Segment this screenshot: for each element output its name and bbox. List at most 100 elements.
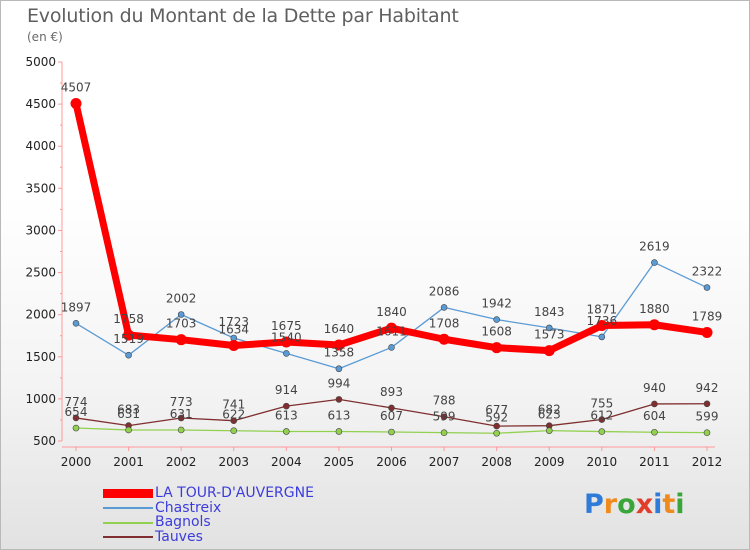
data-label: 599: [433, 410, 456, 424]
data-label: 1897: [61, 300, 92, 314]
legend-swatch: [103, 521, 153, 524]
data-point: [335, 396, 343, 403]
data-point: [283, 350, 290, 357]
y-tick-label: 2500: [25, 266, 56, 280]
data-point: [335, 365, 343, 373]
data-point: [545, 427, 553, 434]
data-label: 1942: [481, 297, 512, 311]
data-point: [283, 428, 290, 435]
data-label: 4507: [61, 81, 92, 95]
data-label: 741: [222, 398, 245, 412]
data-label: 1634: [218, 322, 249, 336]
data-point: [228, 339, 240, 351]
data-point: [493, 429, 500, 437]
data-label: 1675: [271, 319, 302, 333]
y-tick-label: 2000: [25, 308, 56, 322]
x-tick-label: 2000: [61, 455, 92, 469]
data-label-layer: 4507 1758 1703 1634 1675 1640 1840 1708 1608 1573…: [61, 81, 723, 425]
data-point: [388, 404, 395, 412]
legend-swatch: [103, 536, 153, 538]
data-label: 631: [117, 407, 140, 421]
data-point: [125, 351, 132, 359]
x-tick-label: 2010: [587, 455, 618, 469]
data-point: [72, 424, 80, 432]
logo-letter: r: [603, 489, 618, 520]
data-label: 942: [696, 381, 719, 395]
data-label: 1758: [113, 312, 144, 326]
legend-label: Chastreix: [155, 499, 222, 516]
data-point: [72, 320, 80, 327]
data-point: [333, 339, 345, 351]
x-tick-label: 2012: [692, 455, 723, 469]
data-label: 773: [170, 395, 193, 409]
data-point: [177, 426, 185, 434]
logo-letter: i: [675, 489, 685, 520]
x-tick-label: 2009: [534, 455, 565, 469]
data-label: 599: [696, 410, 719, 424]
data-label: 607: [380, 409, 403, 423]
logo-letter: t: [662, 489, 676, 520]
data-point: [230, 427, 238, 435]
logo-letter: o: [617, 489, 636, 520]
y-tick-label: 3000: [25, 223, 56, 237]
data-point: [545, 324, 553, 332]
data-point: [335, 428, 343, 435]
x-tick-label: 2007: [429, 455, 460, 469]
data-point: [598, 416, 606, 423]
data-point: [703, 429, 711, 436]
data-label: 1640: [324, 322, 355, 336]
data-point: [651, 428, 658, 436]
data-label: 774: [65, 395, 88, 409]
data-label: 788: [433, 394, 456, 408]
data-label: 1871: [587, 303, 618, 317]
data-point: [388, 344, 395, 351]
data-point: [651, 259, 658, 266]
series-3: [72, 396, 711, 430]
data-label: 1840: [376, 305, 407, 319]
data-label: 613: [275, 408, 298, 422]
data-label: 677: [485, 403, 508, 417]
data-point: [701, 326, 713, 338]
data-label: 604: [643, 409, 666, 423]
data-point: [125, 426, 132, 434]
data-label: 2002: [166, 291, 197, 305]
x-tick-label: 2006: [376, 455, 407, 469]
data-label: 893: [380, 385, 403, 399]
x-tick-label: 2011: [639, 455, 670, 469]
data-label: 631: [170, 407, 193, 421]
data-point: [596, 320, 608, 332]
data-label: 613: [327, 408, 350, 422]
data-label: 592: [485, 410, 508, 424]
logo-letter: P: [584, 489, 604, 520]
data-label: 755: [590, 397, 613, 411]
data-label: 2086: [429, 284, 460, 298]
legend-label: LA TOUR-D'AUVERGNE: [155, 485, 314, 501]
series-layer: [70, 98, 713, 437]
series-1: [72, 259, 711, 373]
data-point: [123, 329, 135, 341]
y-tick-label: 1000: [25, 392, 56, 406]
x-tick-label: 2004: [271, 455, 302, 469]
data-point: [175, 334, 187, 346]
data-label: 2322: [692, 265, 723, 279]
data-point: [72, 414, 80, 422]
data-label: 1540: [271, 330, 302, 344]
data-point: [703, 400, 711, 408]
data-label: 622: [222, 408, 245, 422]
data-label: 1608: [481, 325, 512, 339]
data-label: 940: [643, 381, 666, 395]
legend-swatch: [103, 489, 153, 498]
data-label: 1358: [324, 346, 355, 360]
chart-axes: 500 1000 1500 2000 2500 3000 3500 4000 4500 5000 2…: [25, 55, 722, 469]
data-label: 1703: [166, 317, 197, 331]
data-label: 1736: [587, 314, 618, 328]
data-point: [493, 422, 500, 430]
y-tick-label: 4000: [25, 139, 56, 153]
y-tick-label: 4500: [25, 97, 56, 111]
data-point: [648, 319, 660, 331]
data-point: [543, 345, 555, 357]
data-point: [598, 333, 606, 341]
data-label: 994: [327, 376, 350, 390]
data-point: [440, 429, 448, 436]
